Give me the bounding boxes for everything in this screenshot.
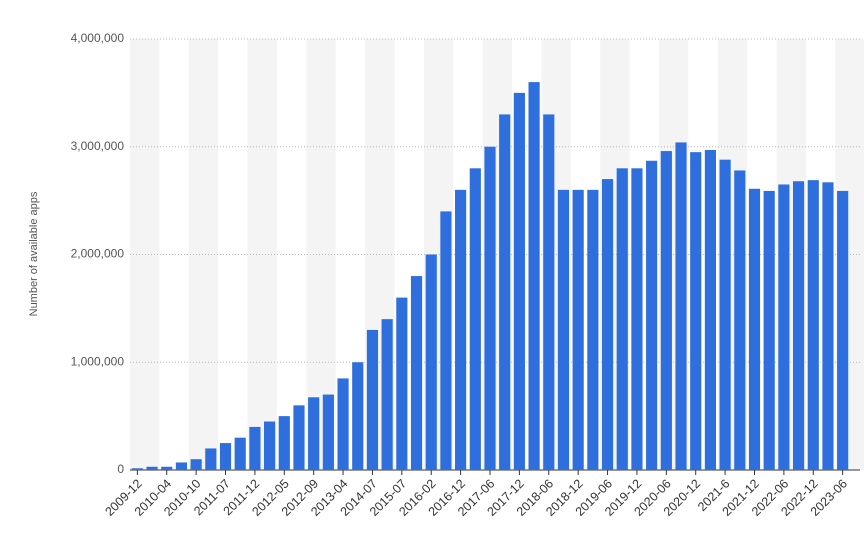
bar xyxy=(278,416,290,470)
bar xyxy=(616,168,628,471)
bar xyxy=(748,188,761,470)
bar xyxy=(792,181,805,471)
bar xyxy=(322,394,334,470)
bar xyxy=(249,426,261,470)
bar xyxy=(778,184,790,470)
bar xyxy=(631,168,643,471)
bar xyxy=(719,159,731,470)
bar xyxy=(837,190,849,471)
bar xyxy=(499,114,511,471)
bar xyxy=(264,421,276,470)
bar xyxy=(660,151,672,470)
bar xyxy=(572,189,584,470)
y-tick-label: 4,000,000 xyxy=(71,31,125,45)
bar xyxy=(763,190,775,471)
bar xyxy=(557,189,570,470)
bar xyxy=(410,276,423,470)
bar xyxy=(366,329,379,470)
bar xyxy=(440,211,452,470)
bar xyxy=(293,405,305,470)
bar xyxy=(337,378,349,470)
bar xyxy=(352,362,364,470)
bar xyxy=(425,254,437,470)
y-tick-label: 0 xyxy=(117,462,124,476)
bar xyxy=(469,168,481,471)
bar xyxy=(484,146,496,470)
bar xyxy=(381,319,393,470)
bar xyxy=(131,468,143,470)
bar xyxy=(455,189,467,470)
bar xyxy=(175,462,188,470)
bar xyxy=(675,142,687,470)
bar xyxy=(734,170,746,470)
y-tick-label: 3,000,000 xyxy=(71,139,125,153)
bar xyxy=(308,397,320,470)
bar xyxy=(234,437,246,470)
bar xyxy=(601,179,614,470)
bar xyxy=(690,152,702,470)
bar xyxy=(146,466,158,470)
bar xyxy=(528,82,540,470)
bar xyxy=(513,92,525,470)
bar xyxy=(704,149,716,471)
bar xyxy=(807,180,819,470)
bar xyxy=(543,114,555,471)
bar xyxy=(646,160,658,470)
y-tick-label: 1,000,000 xyxy=(71,354,125,368)
y-axis-label: Number of available apps xyxy=(28,191,40,316)
bar xyxy=(205,448,217,470)
bar xyxy=(396,297,408,470)
bar xyxy=(822,182,834,470)
bar xyxy=(161,466,173,470)
bar xyxy=(219,443,232,470)
y-tick-label: 2,000,000 xyxy=(71,247,125,261)
bar xyxy=(587,189,599,470)
bar xyxy=(190,459,202,470)
